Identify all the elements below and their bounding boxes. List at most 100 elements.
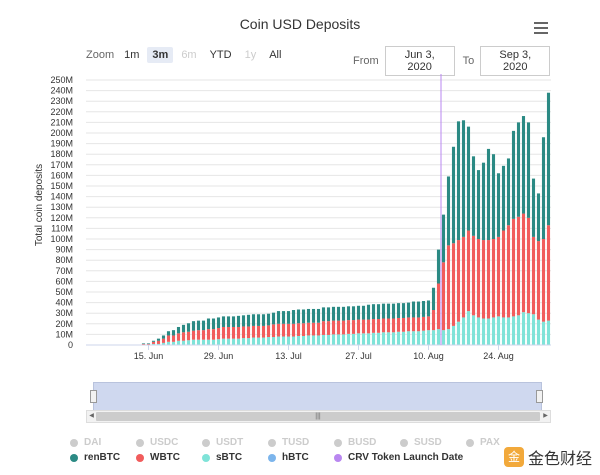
bar-renbtc[interactable] <box>141 343 146 345</box>
bar-sbtc[interactable] <box>176 340 181 345</box>
bar-sbtc[interactable] <box>501 317 506 345</box>
from-date-input[interactable]: Jun 3, 2020 <box>384 46 455 76</box>
bar-sbtc[interactable] <box>366 333 371 345</box>
bar-wbtc[interactable] <box>541 239 546 322</box>
bar-sbtc[interactable] <box>451 325 456 345</box>
legend-item-hbtc[interactable]: hBTC <box>268 452 334 463</box>
bar-renbtc[interactable] <box>196 320 201 331</box>
bar-renbtc[interactable] <box>151 340 156 342</box>
bar-renbtc[interactable] <box>231 316 236 327</box>
bar-renbtc[interactable] <box>281 311 286 324</box>
bar-wbtc[interactable] <box>146 343 151 345</box>
bar-sbtc[interactable] <box>396 331 401 345</box>
bar-wbtc[interactable] <box>456 240 461 322</box>
bar-renbtc[interactable] <box>146 343 151 345</box>
bar-sbtc[interactable] <box>181 340 186 345</box>
bar-wbtc[interactable] <box>186 331 191 341</box>
bar-wbtc[interactable] <box>376 319 381 333</box>
bar-wbtc[interactable] <box>211 329 216 340</box>
bar-renbtc[interactable] <box>321 307 326 322</box>
bar-renbtc[interactable] <box>171 330 176 336</box>
bar-renbtc[interactable] <box>271 312 276 325</box>
bar-wbtc[interactable] <box>441 262 446 331</box>
bar-renbtc[interactable] <box>326 307 331 322</box>
bar-wbtc[interactable] <box>426 316 431 331</box>
bar-renbtc[interactable] <box>366 304 371 320</box>
bar-wbtc[interactable] <box>236 326 241 339</box>
bar-renbtc[interactable] <box>401 303 406 318</box>
bar-renbtc[interactable] <box>431 287 436 311</box>
bar-sbtc[interactable] <box>461 317 466 345</box>
bar-renbtc[interactable] <box>351 306 356 321</box>
bar-wbtc[interactable] <box>296 323 301 336</box>
bar-renbtc[interactable] <box>181 324 186 333</box>
bar-sbtc[interactable] <box>376 332 381 345</box>
bar-renbtc[interactable] <box>291 310 296 324</box>
bar-sbtc[interactable] <box>546 320 551 345</box>
bar-wbtc[interactable] <box>341 320 346 335</box>
legend-item-busd[interactable]: BUSD <box>334 437 400 448</box>
bar-renbtc[interactable] <box>341 306 346 321</box>
bar-sbtc[interactable] <box>256 337 261 345</box>
bar-sbtc[interactable] <box>361 333 366 345</box>
bar-wbtc[interactable] <box>301 323 306 336</box>
bar-wbtc[interactable] <box>516 216 521 316</box>
bar-wbtc[interactable] <box>311 322 316 336</box>
bar-sbtc[interactable] <box>216 339 221 345</box>
bar-wbtc[interactable] <box>221 326 226 339</box>
bar-wbtc[interactable] <box>421 316 426 331</box>
bar-sbtc[interactable] <box>536 319 541 345</box>
bar-renbtc[interactable] <box>501 165 506 231</box>
bar-sbtc[interactable] <box>341 334 346 345</box>
bar-wbtc[interactable] <box>196 330 201 340</box>
bar-renbtc[interactable] <box>256 314 261 326</box>
bar-sbtc[interactable] <box>346 333 351 345</box>
bar-renbtc[interactable] <box>161 335 166 339</box>
legend-item-dai[interactable]: DAI <box>70 437 136 448</box>
bar-renbtc[interactable] <box>521 116 526 214</box>
bar-wbtc[interactable] <box>501 230 506 318</box>
bar-wbtc[interactable] <box>521 213 526 313</box>
bar-sbtc[interactable] <box>206 339 211 345</box>
bar-wbtc[interactable] <box>151 341 156 344</box>
bar-wbtc[interactable] <box>326 321 331 335</box>
bar-wbtc[interactable] <box>506 225 511 318</box>
bar-sbtc[interactable] <box>221 338 226 345</box>
bar-wbtc[interactable] <box>156 340 161 344</box>
bar-sbtc[interactable] <box>541 321 546 345</box>
bar-sbtc[interactable] <box>446 329 451 345</box>
legend-item-renbtc[interactable]: renBTC <box>70 452 136 463</box>
bar-renbtc[interactable] <box>481 162 486 241</box>
bar-renbtc[interactable] <box>386 303 391 319</box>
bar-wbtc[interactable] <box>226 326 231 339</box>
bar-wbtc[interactable] <box>436 283 441 330</box>
bar-sbtc[interactable] <box>246 338 251 345</box>
bar-sbtc[interactable] <box>276 336 281 345</box>
bar-wbtc[interactable] <box>546 225 551 321</box>
bar-renbtc[interactable] <box>451 146 456 244</box>
navigator[interactable]: ◀ ||| ▶ <box>86 379 551 424</box>
bar-sbtc[interactable] <box>416 331 421 345</box>
bar-sbtc[interactable] <box>526 313 531 345</box>
bar-wbtc[interactable] <box>266 325 271 338</box>
bar-renbtc[interactable] <box>406 302 411 318</box>
bar-wbtc[interactable] <box>396 317 401 332</box>
bar-renbtc[interactable] <box>221 316 226 327</box>
legend-item-susd[interactable]: SUSD <box>400 437 466 448</box>
bar-sbtc[interactable] <box>516 315 521 345</box>
bar-renbtc[interactable] <box>356 305 361 320</box>
bar-sbtc[interactable] <box>196 339 201 345</box>
bar-wbtc[interactable] <box>486 240 491 319</box>
bar-sbtc[interactable] <box>156 343 161 345</box>
bar-renbtc[interactable] <box>361 305 366 320</box>
bar-wbtc[interactable] <box>276 323 281 337</box>
bar-sbtc[interactable] <box>351 333 356 345</box>
bar-sbtc[interactable] <box>266 337 271 345</box>
navigator-scrollbar[interactable]: ◀ ||| ▶ <box>86 410 551 423</box>
bar-wbtc[interactable] <box>461 236 466 318</box>
bar-wbtc[interactable] <box>316 322 321 336</box>
bar-renbtc[interactable] <box>216 317 221 329</box>
scroll-right-arrow-icon[interactable]: ▶ <box>543 413 548 419</box>
bar-renbtc[interactable] <box>476 170 481 239</box>
bar-renbtc[interactable] <box>176 326 181 334</box>
